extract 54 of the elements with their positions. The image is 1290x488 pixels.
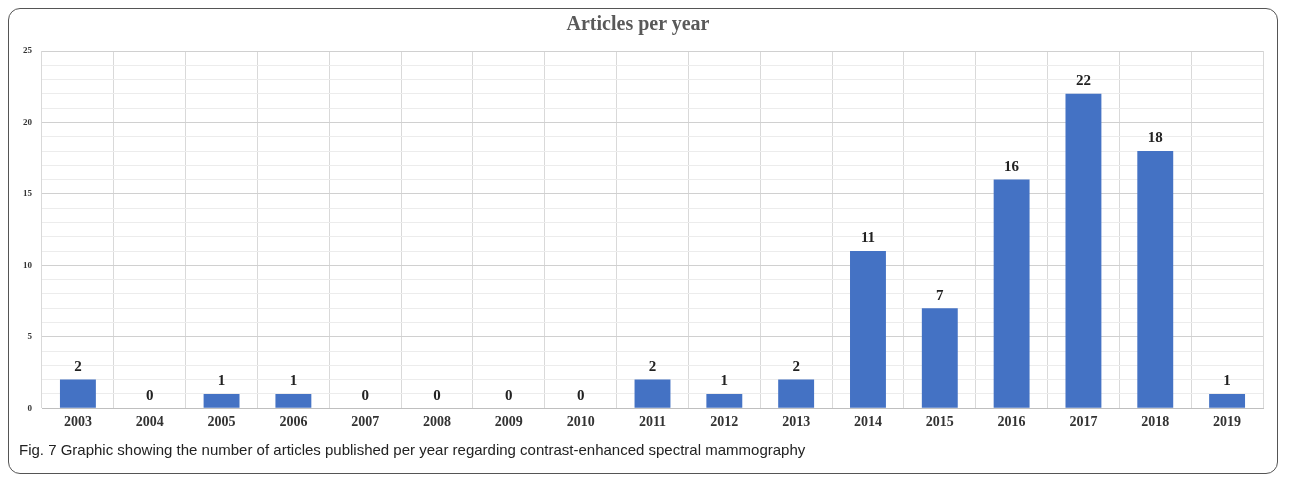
- data-label: 1: [217, 372, 226, 389]
- data-label: 7: [936, 286, 945, 303]
- data-label: 1: [289, 372, 298, 389]
- y-tick-label: 20: [23, 116, 33, 127]
- bar: [1137, 151, 1174, 408]
- data-label: 2: [648, 358, 657, 374]
- x-tick-label: 2011: [638, 414, 667, 430]
- data-label: 11: [860, 229, 876, 246]
- x-tick-label: 2013: [782, 414, 811, 430]
- chart-title: Articles per year: [566, 12, 710, 36]
- bar: [921, 308, 958, 408]
- bar: [706, 393, 743, 408]
- data-label: 0: [576, 386, 585, 403]
- x-tick-label: 2005: [207, 414, 236, 430]
- x-tick-label: 2006: [279, 414, 308, 430]
- y-tick-label: 10: [23, 259, 33, 270]
- data-label: 2: [74, 358, 82, 374]
- bar: [634, 379, 671, 408]
- x-tick-label: 2004: [135, 414, 164, 430]
- x-tick-label: 2012: [710, 414, 739, 430]
- x-tick-label: 2014: [853, 414, 882, 430]
- x-tick-label: 2008: [423, 414, 452, 430]
- data-label: 16: [1004, 157, 1020, 174]
- y-tick-label: 0: [27, 402, 33, 413]
- data-label: 0: [433, 386, 441, 403]
- bar: [1065, 93, 1102, 408]
- x-tick-label: 2018: [1141, 414, 1170, 430]
- bar: [59, 379, 96, 408]
- bar: [850, 251, 886, 408]
- x-tick-label: 2003: [63, 414, 92, 430]
- x-tick-label: 2009: [494, 414, 523, 430]
- y-tick-label: 5: [27, 331, 33, 342]
- bar: [1209, 393, 1246, 408]
- data-label: 0: [361, 386, 369, 403]
- x-tick-label: 2016: [997, 414, 1026, 430]
- x-tick-label: 2007: [351, 414, 380, 430]
- data-label: 0: [145, 386, 154, 403]
- y-tick-label: 25: [23, 45, 33, 56]
- caption: Fig. 7 Graphic showing the number of articles published per year regarding contrast-enhanced spectral mammography: [18, 440, 807, 460]
- data-label: 0: [505, 386, 513, 403]
- bar: [203, 393, 240, 408]
- x-tick-label: 2015: [925, 414, 954, 430]
- x-tick-label: 2010: [566, 414, 595, 430]
- x-tick-label: 2019: [1213, 414, 1242, 430]
- bar: [275, 393, 312, 408]
- bar: [778, 379, 815, 408]
- data-label: 22: [1075, 72, 1091, 89]
- y-tick-label: 15: [23, 188, 33, 199]
- data-label: 18: [1147, 129, 1163, 146]
- data-label: 2: [792, 358, 800, 374]
- data-label: 1: [1223, 372, 1231, 389]
- x-tick-label: 2017: [1069, 414, 1098, 430]
- data-label: 1: [720, 372, 729, 389]
- bar: [993, 179, 1030, 408]
